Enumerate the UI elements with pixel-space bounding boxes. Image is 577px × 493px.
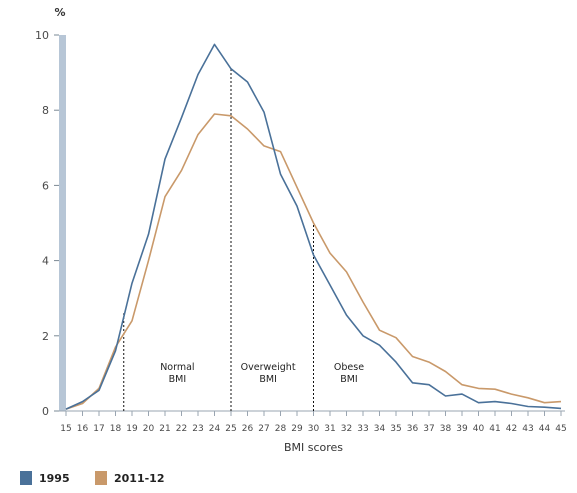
y-tick-label: 8: [42, 104, 49, 117]
x-tick-label: 31: [324, 424, 335, 434]
y-tick-label: 4: [42, 255, 49, 268]
x-tick-label: 40: [473, 424, 485, 434]
annotation-overweight: BMI: [259, 374, 277, 385]
x-tick-label: 23: [192, 424, 203, 434]
x-tick-label: 41: [489, 424, 500, 434]
y-tick-label: 10: [35, 29, 49, 42]
series-lines: [65, 43, 562, 410]
legend-swatch-2011-12: [95, 471, 107, 485]
legend: 1995 2011-12: [20, 471, 165, 485]
x-tick-label: 18: [110, 424, 122, 434]
series-line-2011-12: [65, 113, 562, 410]
y-tick-label: 0: [42, 405, 49, 418]
x-axis-title: BMI scores: [284, 441, 343, 454]
x-tick-label: 44: [539, 424, 551, 434]
x-tick-label: 26: [242, 424, 254, 434]
reference-lines: [123, 68, 314, 411]
legend-label-1995: 1995: [39, 472, 70, 485]
annotation-overweight: Overweight: [241, 362, 296, 373]
x-tick-label: 27: [258, 424, 269, 434]
x-tick-label: 15: [60, 424, 71, 434]
x-tick-label: 21: [159, 424, 170, 434]
x-tick-label: 25: [225, 424, 236, 434]
x-tick-label: 36: [407, 424, 419, 434]
y-tick-label: 6: [42, 179, 49, 192]
y-axis-bar: [59, 35, 66, 411]
x-tick-label: 22: [176, 424, 187, 434]
x-tick-label: 37: [423, 424, 434, 434]
annotation-obese: BMI: [340, 374, 358, 385]
y-tick-label: 2: [42, 330, 49, 343]
x-tick-label: 28: [275, 424, 287, 434]
x-tick-label: 35: [390, 424, 401, 434]
annotation-obese: Obese: [334, 362, 364, 373]
x-tick-label: 38: [440, 424, 452, 434]
series-line-1995: [65, 43, 562, 410]
x-tick-label: 19: [126, 424, 138, 434]
x-tick-label: 42: [506, 424, 517, 434]
x-tick-label: 29: [291, 424, 303, 434]
x-tick-label: 24: [209, 424, 221, 434]
x-tick-label: 17: [93, 424, 104, 434]
annotation-normal: Normal: [160, 362, 194, 373]
x-tick-label: 16: [77, 424, 89, 434]
x-tick-label: 45: [555, 424, 566, 434]
x-tick-label: 33: [357, 424, 368, 434]
y-axis-title: %: [54, 6, 65, 19]
annotation-normal: BMI: [169, 374, 187, 385]
legend-label-2011-12: 2011-12: [114, 472, 165, 485]
x-tick-label: 39: [456, 424, 468, 434]
x-tick-label: 30: [308, 424, 320, 434]
x-tick-label: 32: [341, 424, 352, 434]
x-tick-label: 20: [143, 424, 155, 434]
x-tick-label: 34: [374, 424, 386, 434]
x-tick-label: 43: [522, 424, 533, 434]
legend-swatch-1995: [20, 471, 32, 485]
